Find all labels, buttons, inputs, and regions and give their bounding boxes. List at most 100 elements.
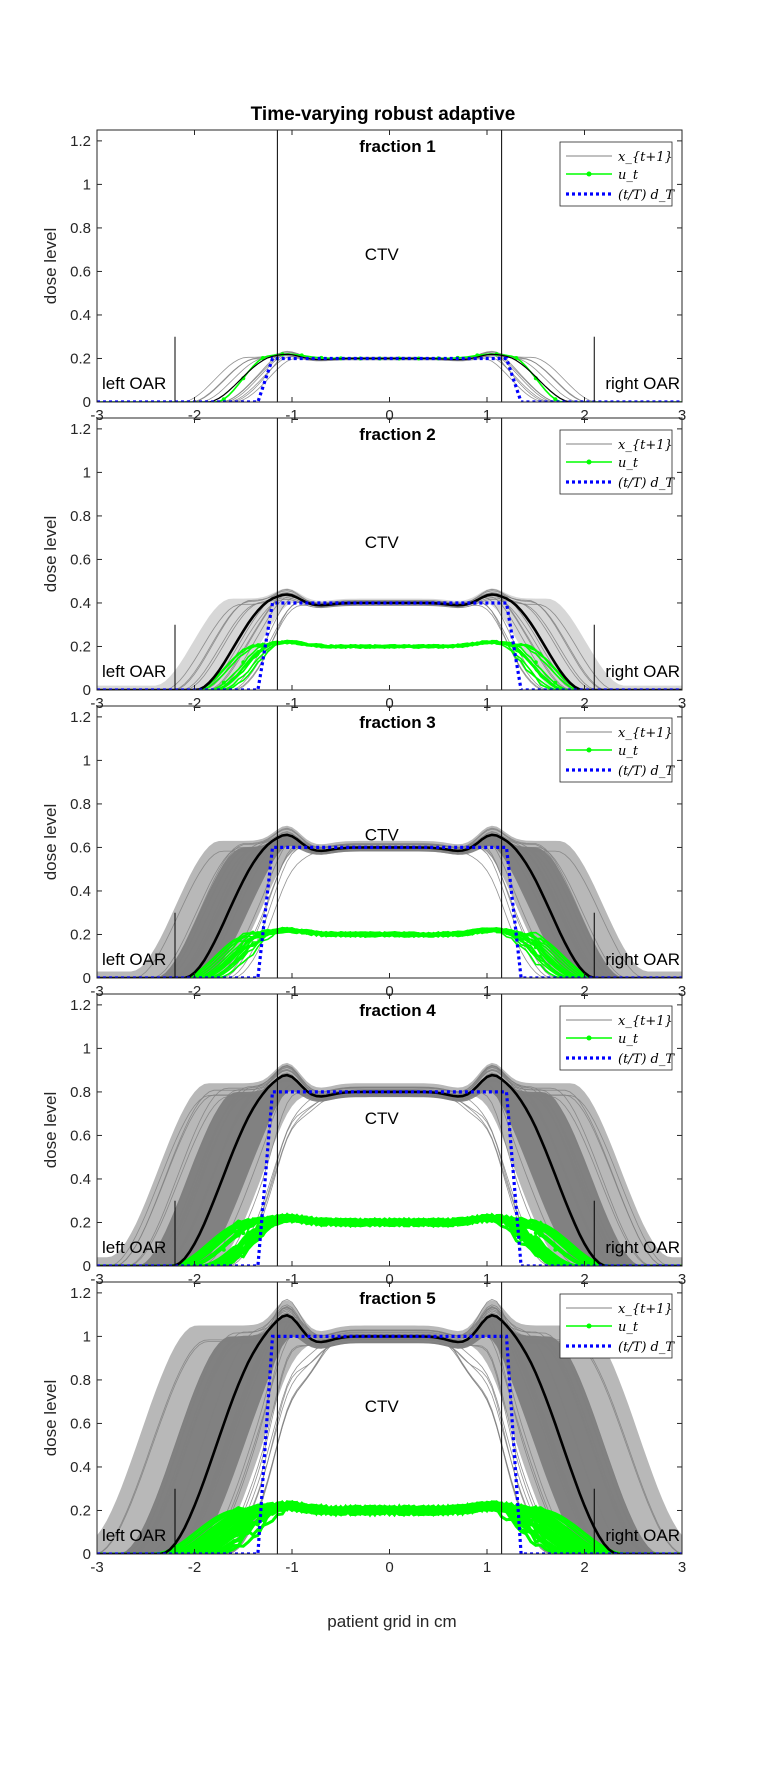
beam-marker [553, 397, 558, 402]
x-tick-label: -1 [285, 695, 298, 712]
panel-fraction-1: -3 -2 -1 0 1 2 3 0 0.2 0.4 0.6 0.8 1 1.2 dose level fra… [41, 129, 686, 424]
right-oar-label: right OAR [605, 662, 680, 681]
x-tick-label: -3 [90, 1271, 103, 1288]
beam-marker [475, 1217, 480, 1222]
beam-line [97, 1213, 682, 1266]
x-tick-label: 1 [483, 1271, 491, 1288]
beam-marker [377, 644, 382, 649]
beam-marker [221, 963, 226, 968]
x-tick-label: -2 [188, 1271, 201, 1288]
x-tick-label: 3 [678, 407, 686, 424]
x-tick-label: 3 [678, 695, 686, 712]
scenario-line [97, 1094, 682, 1266]
panel-title: fraction 5 [359, 1289, 436, 1308]
scenario-line [97, 1069, 682, 1266]
y-tick-label: 0.2 [70, 1214, 91, 1231]
beam-marker [241, 945, 246, 950]
legend-entry-label: u_t [618, 456, 639, 471]
beam-marker [455, 931, 460, 936]
x-tick-label: 2 [580, 1271, 588, 1288]
beam-marker [455, 1507, 460, 1512]
ctv-label: CTV [365, 1397, 400, 1416]
left-oar-label: left OAR [102, 1238, 166, 1257]
y-tick-label: 0.6 [70, 263, 91, 280]
beam-marker [299, 1217, 304, 1222]
beam-marker [553, 680, 558, 685]
x-tick-label: 2 [580, 1559, 588, 1576]
beam-marker [416, 1220, 421, 1225]
plot-area [97, 588, 682, 690]
legend: x_{t+1} u_t (t/T) d_T [559, 1005, 675, 1071]
scenario-line [97, 1342, 682, 1554]
legend-entry-label: x_{t+1} [618, 150, 673, 165]
beam-marker [221, 1532, 226, 1537]
beam-marker [494, 1216, 499, 1221]
legend: x_{t+1} u_t (t/T) d_T [559, 717, 675, 783]
beam-marker [338, 1220, 343, 1225]
panel-fraction-2: -3 -2 -1 0 1 2 3 0 0.2 0.4 0.6 0.8 1 1.2 dose level fra… [41, 417, 686, 712]
x-tick-label: 3 [678, 1559, 686, 1576]
left-oar-label: left OAR [102, 374, 166, 393]
ctv-label: CTV [365, 1109, 400, 1128]
beam-marker [221, 397, 226, 402]
y-tick-label: 0.6 [70, 839, 91, 856]
legend-swatch-beam-marker [586, 171, 592, 177]
legend-entry-label: u_t [618, 168, 639, 183]
y-tick-label: 0.6 [70, 1415, 91, 1432]
beam-marker [377, 1220, 382, 1225]
beam-marker [358, 644, 363, 649]
x-tick-label: 1 [483, 983, 491, 1000]
beam-marker [475, 929, 480, 934]
y-tick-label: 0.4 [70, 883, 91, 900]
x-tick-label: 3 [678, 983, 686, 1000]
y-axis-label: dose level [41, 804, 60, 881]
right-oar-label: right OAR [605, 1526, 680, 1545]
scenario-line [97, 834, 682, 978]
y-tick-label: 0 [83, 682, 91, 699]
scenario-line [97, 1338, 682, 1554]
y-tick-label: 0 [83, 394, 91, 411]
y-tick-label: 1 [83, 1040, 91, 1057]
x-tick-label: -3 [90, 695, 103, 712]
y-tick-label: 0.8 [70, 508, 91, 525]
y-tick-label: 0 [83, 970, 91, 987]
beam-marker [553, 1532, 558, 1537]
scenario-line [97, 357, 682, 402]
prescription-line [97, 1090, 682, 1266]
panel-title: fraction 2 [359, 425, 436, 444]
beam-marker [280, 1216, 285, 1221]
plot-area [97, 350, 682, 402]
y-tick-label: 1 [83, 176, 91, 193]
beam-marker [475, 1505, 480, 1510]
x-tick-label: 1 [483, 1559, 491, 1576]
panels: -3 -2 -1 0 1 2 3 0 0.2 0.4 0.6 0.8 1 1.2 dose level fra… [41, 129, 686, 1576]
scenario-line [97, 828, 682, 978]
beam-marker [221, 1247, 226, 1252]
legend-entry-label: (t/T) d_T [618, 476, 675, 491]
legend-entry-label: u_t [618, 744, 639, 759]
beam-marker [475, 641, 480, 646]
x-tick-label: 2 [580, 983, 588, 1000]
beam-marker [377, 1508, 382, 1513]
scenario-line [97, 1307, 682, 1554]
y-tick-label: 1.2 [70, 709, 91, 726]
beam-marker [436, 932, 441, 937]
y-tick-label: 1.2 [70, 421, 91, 438]
beam-marker [514, 643, 519, 648]
beam-line [97, 1501, 682, 1554]
beam-marker [319, 1219, 324, 1224]
legend-entry-label: x_{t+1} [618, 438, 673, 453]
y-tick-label: 0.4 [70, 1171, 91, 1188]
y-tick-label: 0.6 [70, 1127, 91, 1144]
scenario-line [97, 1334, 682, 1554]
beam-marker [397, 932, 402, 937]
y-tick-label: 0.6 [70, 551, 91, 568]
legend-entry-label: x_{t+1} [618, 1014, 673, 1029]
figure-title: Time-varying robust adaptive [251, 104, 516, 125]
beam-marker [221, 680, 226, 685]
beam-marker [338, 932, 343, 937]
y-tick-label: 0.2 [70, 1502, 91, 1519]
right-oar-label: right OAR [605, 950, 680, 969]
y-tick-label: 0 [83, 1258, 91, 1275]
